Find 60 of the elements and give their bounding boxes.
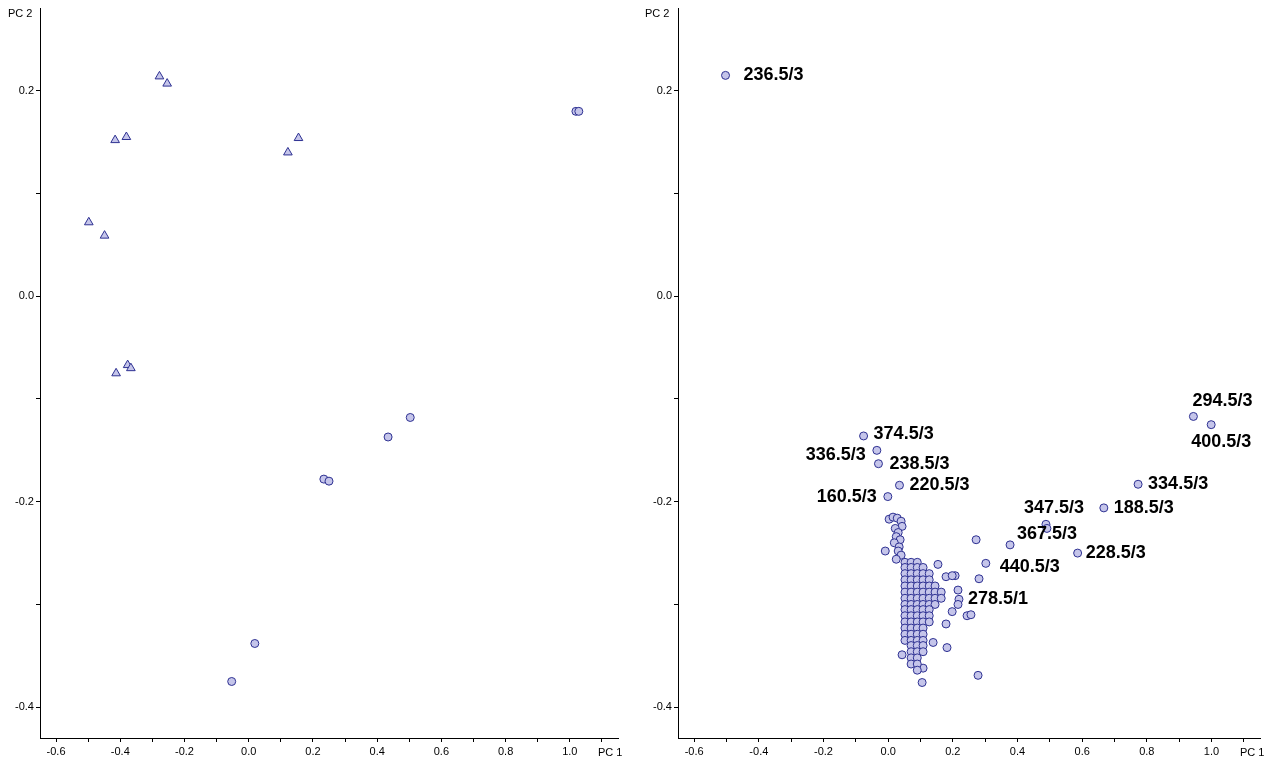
y-axis-title: PC 2 xyxy=(8,7,33,20)
y-tick-label: -0.2 xyxy=(653,494,672,507)
point xyxy=(154,70,165,80)
y-tick-label: 0.0 xyxy=(656,289,672,302)
x-tick-label: -0.2 xyxy=(175,744,194,757)
annotation: 236.5/3 xyxy=(743,64,804,85)
point xyxy=(283,146,293,156)
point xyxy=(83,216,94,226)
annotation: 238.5/3 xyxy=(889,452,950,473)
x-tick-label: -0.6 xyxy=(46,744,66,757)
y-axis-title: PC 2 xyxy=(645,7,670,20)
x-tick-label: 0.4 xyxy=(369,744,385,757)
x-tick-label: 1.0 xyxy=(1203,744,1220,757)
point xyxy=(324,476,334,486)
x-tick-label: 0.6 xyxy=(433,744,450,757)
point xyxy=(383,432,393,442)
point xyxy=(111,367,121,377)
x-axis-title: PC 1 xyxy=(1240,746,1265,759)
point xyxy=(126,362,136,372)
annotation: 367.5/3 xyxy=(1017,522,1078,543)
annotation: 278.5/1 xyxy=(967,588,1029,609)
x-tick-label: -0.4 xyxy=(110,744,130,757)
annotation: 336.5/3 xyxy=(805,444,866,465)
annotation: 228.5/3 xyxy=(1085,542,1146,563)
y-tick-label: -0.4 xyxy=(653,700,672,713)
x-tick-label: 0.4 xyxy=(1009,744,1026,757)
y-tick-label: 0.0 xyxy=(18,289,34,302)
annotation: 160.5/3 xyxy=(816,485,877,506)
point xyxy=(162,78,172,87)
point xyxy=(99,230,110,239)
x-tick-label: 0.2 xyxy=(305,744,321,757)
annotation: 220.5/3 xyxy=(909,474,970,495)
annotation: 440.5/3 xyxy=(999,556,1060,577)
x-tick-label: 0.0 xyxy=(880,744,896,757)
x-tick-label: -0.6 xyxy=(684,744,704,757)
x-tick-label: 0.6 xyxy=(1074,744,1090,757)
point xyxy=(110,134,120,144)
point xyxy=(227,677,237,686)
x-tick-label: 0.8 xyxy=(497,744,514,757)
y-tick-label: 0.2 xyxy=(656,83,672,96)
x-tick-label: -0.4 xyxy=(749,744,769,757)
x-tick-label: 0.2 xyxy=(945,744,961,757)
x-tick-label: 0.0 xyxy=(241,744,257,757)
annotation: 294.5/3 xyxy=(1192,390,1253,411)
annotation: 400.5/3 xyxy=(1191,430,1252,451)
x-axis-title: PC 1 xyxy=(598,746,623,759)
x-tick-label: -0.2 xyxy=(814,744,833,757)
y-tick-label: -0.4 xyxy=(15,700,34,713)
y-tick-label: 0.2 xyxy=(18,83,34,96)
annotation: 374.5/3 xyxy=(873,422,934,443)
annotation: 188.5/3 xyxy=(1113,496,1174,517)
point xyxy=(121,131,132,141)
x-tick-label: 0.8 xyxy=(1139,744,1155,757)
point xyxy=(250,638,260,648)
point xyxy=(405,412,415,422)
point xyxy=(293,132,304,142)
annotation: 347.5/3 xyxy=(1023,497,1084,518)
annotation: 334.5/3 xyxy=(1148,473,1209,494)
x-tick-label: 1.0 xyxy=(562,744,578,757)
y-tick-label: -0.2 xyxy=(15,494,34,507)
